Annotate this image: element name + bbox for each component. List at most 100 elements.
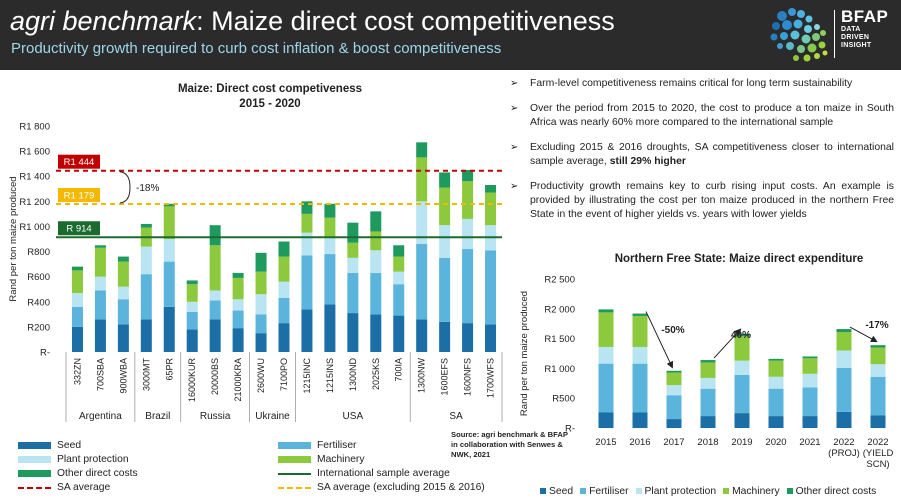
bullet-text: Excluding 2015 & 2016 droughts, SA compe… — [530, 142, 894, 167]
bar-segment-other-costs — [117, 256, 129, 262]
bullet-arrow-icon: ➢ — [510, 181, 519, 192]
chart2-legend: Seed Fertiliser Plant protection Machine… — [540, 484, 900, 498]
chart2-title: Northern Free State: Maize direct expend… — [615, 253, 864, 265]
y-tick-label: R1 200 — [19, 197, 50, 208]
reference-label-box — [58, 221, 100, 236]
chart2-y-axis-label: Rand per ton maize produced — [519, 291, 530, 416]
legend-label: Seed — [57, 440, 82, 451]
bar-segment-seed — [94, 319, 106, 352]
x-tick-label: 1215INC — [302, 358, 312, 394]
bar-segment-machinery — [462, 181, 474, 219]
chart2-annotation-arrow — [713, 328, 742, 359]
x-tick-label: 700IA — [394, 358, 404, 382]
bullet-item: ➢ Productivity growth remains key to curb… — [508, 180, 894, 222]
legend-item-intl-average: International sample average — [278, 468, 450, 479]
bar-segment-other-costs — [370, 211, 382, 232]
y-tick-label: R1 000 — [19, 222, 50, 233]
chart2-bar-segment-machinery — [734, 336, 750, 361]
reference-label-box — [58, 187, 100, 202]
chart2-y-tick-label: R1 500 — [544, 334, 575, 345]
bullet-list: ➢ Farm-level competitiveness remains crit… — [508, 77, 894, 233]
x-tick-label: 1300ND — [348, 358, 358, 392]
legend-label: Plant protection — [57, 454, 129, 465]
group-label: SA — [449, 411, 463, 422]
bar-segment-plant-protection — [439, 225, 451, 258]
legend-line — [278, 486, 311, 489]
legend-label: SA average — [57, 482, 111, 493]
bar-segment-plant-protection — [462, 218, 474, 250]
chart2-bar-segment-plant-protection — [870, 364, 886, 377]
page-subtitle: Productivity growth required to curb cos… — [11, 40, 502, 57]
bar-segment-machinery — [117, 261, 129, 287]
bar-segment-fertiliser — [416, 244, 428, 320]
title-brand: agri benchmark — [10, 6, 197, 36]
bar-segment-fertiliser — [439, 257, 451, 322]
bullet-text: Farm-level competitiveness remains criti… — [530, 78, 853, 89]
group-label: Brazil — [145, 411, 170, 422]
free-state-chart: Northern Free State: Maize direct expend… — [519, 253, 893, 470]
bar-segment-other-costs — [393, 245, 405, 257]
legend-line — [18, 486, 51, 489]
chart2-bar-segment-plant-protection — [700, 377, 716, 389]
bar-segment-seed — [416, 319, 428, 352]
legend-swatch — [278, 456, 311, 463]
legend-label: SA average (excluding 2015 & 2016) — [317, 482, 485, 493]
chart2-bar-segment-fertiliser — [768, 388, 784, 417]
y-tick-label: R200 — [27, 322, 50, 333]
bar-segment-fertiliser — [393, 284, 405, 316]
bar-segment-seed — [255, 333, 267, 352]
chart2-bar-segment-other-costs — [802, 356, 818, 359]
chart2-x-tick-label: 2019 — [731, 437, 752, 448]
chart2-bar-segment-fertiliser — [802, 387, 818, 417]
bar-segment-seed — [301, 309, 313, 352]
legend-item-machinery: Machinery — [278, 454, 365, 465]
bar-segment-other-costs — [485, 185, 497, 193]
chart2-bar-segment-fertiliser — [632, 363, 648, 413]
bullet-item: ➢ Over the period from 2015 to 2020, the … — [508, 102, 894, 130]
x-tick-label: 3000MT — [141, 358, 151, 392]
bar-segment-seed — [117, 324, 129, 352]
bar-segment-machinery — [370, 231, 382, 251]
bar-segment-plant-protection — [278, 281, 290, 299]
chart2-bar-segment-other-costs — [836, 329, 852, 333]
legend-swatch — [18, 456, 51, 463]
bar-segment-plant-protection — [94, 276, 106, 291]
annotation-bracket — [119, 171, 131, 204]
bar-segment-plant-protection — [140, 246, 152, 275]
legend2-item-fertiliser: Fertiliser — [580, 484, 629, 498]
legend2-item-plant-protection: Plant protection — [635, 484, 716, 498]
bar-segment-seed — [439, 321, 451, 352]
bar-segment-plant-protection — [163, 239, 175, 262]
x-tick-label: 7100PO — [279, 358, 289, 391]
chart2-bar-segment-seed — [870, 415, 886, 428]
bullet-item: ➢ Farm-level competitiveness remains crit… — [508, 77, 894, 91]
bullet-bold-text: still 29% higher — [609, 156, 686, 167]
legend-item-sa-average-excl: SA average (excluding 2015 & 2016) — [278, 482, 485, 493]
chart2-y-tick-label: R1 000 — [544, 364, 575, 375]
bar-segment-plant-protection — [324, 236, 336, 255]
x-tick-label: 1300NW — [417, 357, 427, 393]
legend-label: Seed — [549, 485, 574, 497]
bar-segment-machinery — [324, 217, 336, 237]
bar-segment-plant-protection — [232, 299, 244, 311]
bullet-arrow-icon: ➢ — [510, 78, 519, 89]
bar-segment-plant-protection — [393, 271, 405, 285]
chart2-bar-segment-other-costs — [632, 313, 648, 316]
bar-segment-fertiliser — [232, 310, 244, 329]
bar-segment-machinery — [393, 256, 405, 272]
bar-segment-fertiliser — [163, 261, 175, 307]
bar-segment-other-costs — [347, 222, 359, 243]
logo-tag-2: DRIVEN — [841, 34, 870, 41]
y-tick-label: R1 800 — [19, 122, 50, 133]
legend-label: International sample average — [317, 468, 450, 479]
chart-subtitle: 2015 - 2020 — [239, 98, 300, 110]
legend-item-fertiliser: Fertiliser — [278, 440, 356, 451]
bar-segment-seed — [347, 313, 359, 352]
legend-label: Machinery — [732, 485, 780, 497]
chart2-x-tick-label: SCN) — [866, 459, 889, 470]
bar-segment-other-costs — [462, 169, 474, 182]
bar-segment-plant-protection — [71, 292, 83, 307]
bar-segment-plant-protection — [209, 290, 221, 301]
bar-segment-machinery — [485, 192, 497, 226]
x-tick-label: 2600WU — [256, 358, 266, 393]
